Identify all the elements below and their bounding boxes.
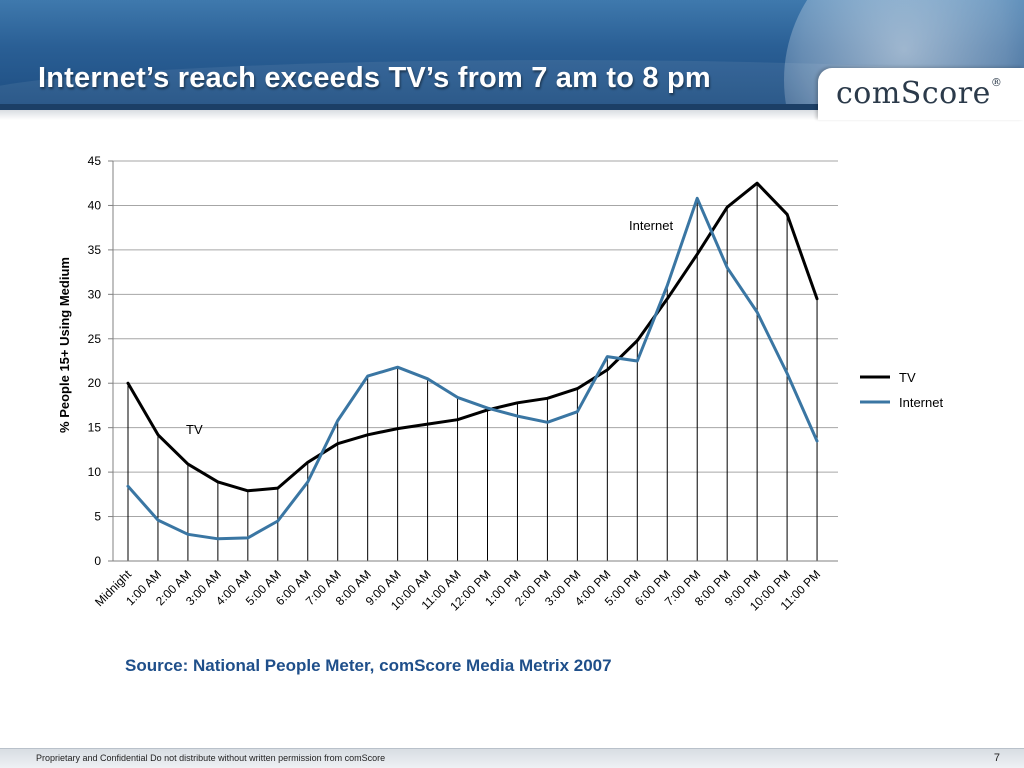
y-tick-label: 5: [94, 510, 101, 524]
y-axis-label: % People 15+ Using Medium: [57, 257, 72, 433]
source-note: Source: National People Meter, comScore …: [125, 656, 612, 675]
y-tick-label: 30: [88, 287, 102, 301]
y-tick-label: 35: [88, 243, 102, 257]
logo-wordmark: comScore®: [836, 76, 1003, 111]
comscore-logo: comScore®: [818, 68, 1024, 120]
y-tick-label: 10: [88, 465, 102, 479]
y-tick-label: 40: [88, 198, 102, 212]
legend-label-tv: TV: [899, 370, 916, 385]
y-tick-label: 15: [88, 421, 102, 435]
y-tick-label: 25: [88, 332, 102, 346]
legend-label-internet: Internet: [899, 395, 943, 410]
slide-footer: Proprietary and Confidential Do not dist…: [0, 748, 1024, 768]
confidential-notice: Proprietary and Confidential Do not dist…: [36, 753, 386, 763]
chart-gridlines: [113, 160, 838, 518]
chart-annotations: Internet TV: [186, 218, 673, 437]
annotation-internet: Internet: [629, 218, 673, 233]
chart-series: [126, 181, 819, 541]
slide-header: Internet’s reach exceeds TV’s from 7 am …: [0, 0, 1024, 104]
header-rule: [0, 104, 1024, 110]
series-line-tv: [126, 181, 819, 493]
y-axis-ticks: 0 5 10 15 20 25 30 35 40 45: [88, 154, 113, 568]
annotation-tv: TV: [186, 422, 203, 437]
y-tick-label: 0: [94, 554, 101, 568]
y-tick-label: 20: [88, 376, 102, 390]
chart-legend: TV Internet: [860, 370, 943, 410]
slide-title: Internet’s reach exceeds TV’s from 7 am …: [38, 62, 711, 94]
y-tick-label: 45: [88, 154, 102, 168]
chart-axes: [112, 161, 838, 562]
page-number: 7: [993, 752, 1000, 764]
series-line-internet: [126, 196, 819, 541]
header-shadow-rule: [0, 110, 1024, 120]
